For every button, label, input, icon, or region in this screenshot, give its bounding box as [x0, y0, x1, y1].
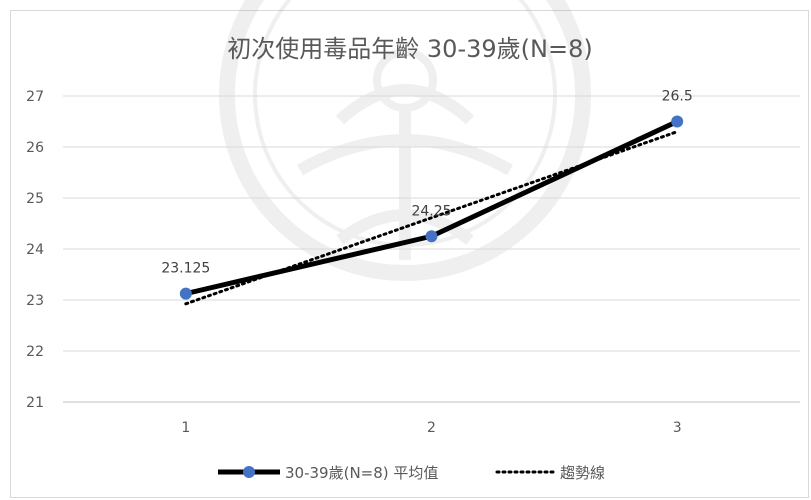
x-tick-label: 3 — [673, 420, 682, 436]
data-point-1 — [179, 287, 192, 300]
x-tick-label: 2 — [427, 420, 436, 436]
x-axis-tick-labels: 1 2 3 — [181, 420, 681, 436]
series-layer — [179, 115, 684, 306]
data-labels: 23.125 24.25 26.5 — [161, 89, 692, 277]
data-point-3 — [671, 115, 684, 128]
data-label: 23.125 — [161, 261, 210, 277]
y-tick-label: 25 — [26, 191, 44, 207]
y-tick-label: 22 — [26, 344, 44, 360]
y-tick-label: 27 — [26, 89, 44, 105]
legend-marker-mean — [243, 466, 255, 478]
y-tick-label: 21 — [26, 395, 44, 411]
y-axis-tick-labels: 21 22 23 24 25 26 27 — [26, 89, 44, 411]
data-point-2 — [425, 230, 438, 243]
x-tick-label: 1 — [181, 420, 190, 436]
y-tick-label: 23 — [26, 293, 44, 309]
data-label: 24.25 — [411, 203, 451, 219]
legend-label-trendline: 趨勢線 — [560, 464, 605, 482]
y-tick-label: 26 — [26, 140, 44, 156]
data-label: 26.5 — [662, 89, 693, 105]
y-tick-label: 24 — [26, 242, 44, 258]
gridlines — [63, 95, 800, 403]
legend: 30-39歲(N=8) 平均值 趨勢線 — [218, 464, 605, 482]
legend-label-mean: 30-39歲(N=8) 平均值 — [285, 464, 438, 482]
chart-title: 初次使用毒品年齡 30-39歲(N=8) — [227, 35, 592, 63]
chart-frame — [10, 10, 809, 498]
